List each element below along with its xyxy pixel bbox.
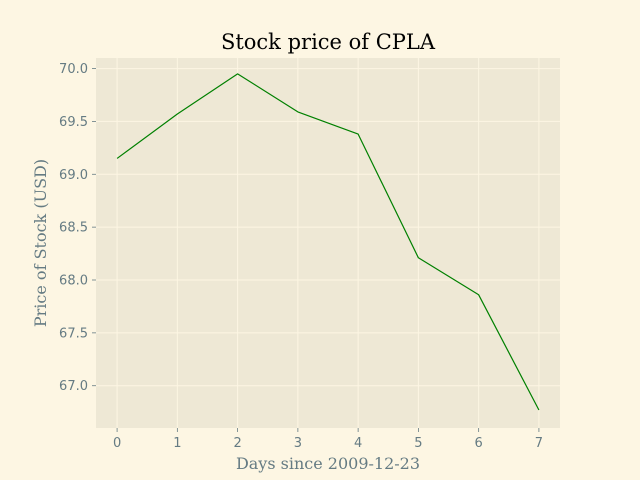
x-axis-label: Days since 2009-12-23 xyxy=(236,454,420,473)
series-line xyxy=(116,73,540,411)
x-tick-label: 2 xyxy=(233,436,241,451)
plot-area xyxy=(96,58,560,428)
data-point xyxy=(116,157,119,160)
y-tick-label: 67.0 xyxy=(59,379,88,394)
data-point xyxy=(357,133,360,136)
y-tick-label: 70.0 xyxy=(59,62,88,77)
x-tick-label: 3 xyxy=(294,436,302,451)
y-tick-label: 68.5 xyxy=(59,221,88,236)
x-tick-label: 1 xyxy=(173,436,181,451)
y-tick-label: 69.0 xyxy=(59,168,88,183)
series-layer xyxy=(116,72,540,412)
y-tick-label: 68.0 xyxy=(59,274,88,289)
y-tick-label: 69.5 xyxy=(59,115,88,130)
chart-title: Stock price of CPLA xyxy=(221,30,436,54)
x-tick-label: 7 xyxy=(535,436,543,451)
data-point xyxy=(477,293,480,296)
x-tick-label: 0 xyxy=(113,436,121,451)
y-axis-label: Price of Stock (USD) xyxy=(31,159,50,327)
axis-ticks: 0 1 2 3 4 5 6 7 67.0 67.5 68.0 68.5 69.0 69.5 70.0 xyxy=(59,62,543,451)
x-tick-label: 4 xyxy=(354,436,362,451)
data-point xyxy=(417,256,420,259)
grid xyxy=(96,58,560,428)
data-point xyxy=(296,110,299,113)
data-point xyxy=(176,113,179,116)
data-point xyxy=(236,72,239,75)
x-tick-label: 5 xyxy=(414,436,422,451)
data-point xyxy=(537,409,540,412)
x-tick-label: 6 xyxy=(475,436,483,451)
y-tick-label: 67.5 xyxy=(59,326,88,341)
